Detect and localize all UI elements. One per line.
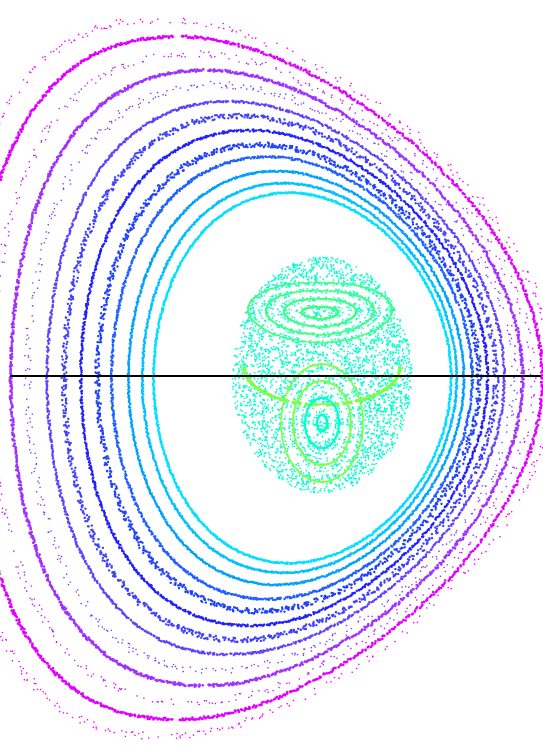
middle-flux-surface	[110, 155, 475, 601]
upper-island-contour	[301, 305, 340, 320]
lower-island-contour	[285, 371, 358, 475]
flux-surfaces	[0, 18, 543, 740]
